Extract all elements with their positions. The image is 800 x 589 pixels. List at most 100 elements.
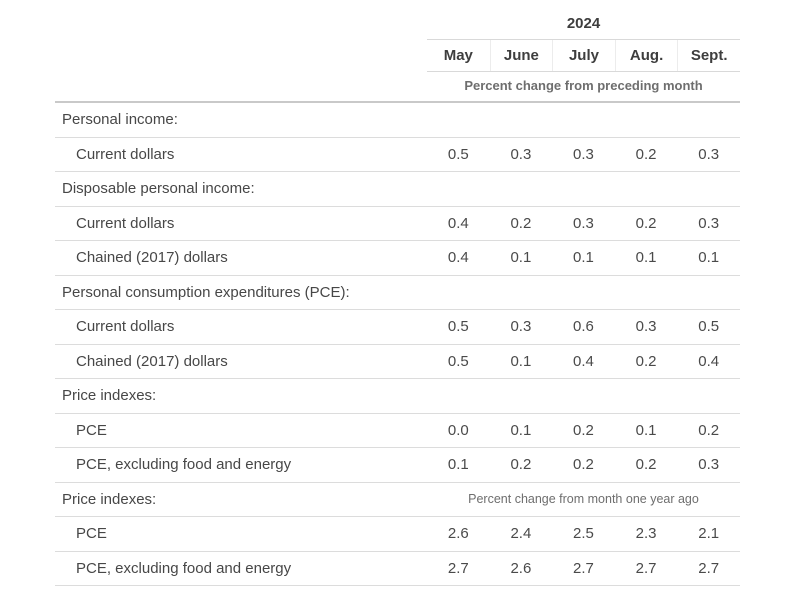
data-cell: 0.1 <box>698 249 720 266</box>
data-cell: 0.2 <box>635 456 657 473</box>
data-cell: 0.1 <box>635 421 657 439</box>
data-cell: 0.5 <box>698 318 720 335</box>
row-label: PCE <box>76 525 107 542</box>
data-cell: 0.1 <box>510 421 532 439</box>
table-row: Chained (2017) dollars 0.5 0.1 0.4 0.2 0.4 <box>55 345 740 379</box>
row-label: Chained (2017) dollars <box>76 249 228 266</box>
data-cell: 0.2 <box>510 456 532 473</box>
row-cells <box>427 379 740 413</box>
table-body: Personal income: Current dollars 0.5 0.3 0.3… <box>55 103 740 586</box>
column-header: July <box>552 40 615 71</box>
column-header: June <box>489 40 553 71</box>
table-row: PCE, excluding food and energy 2.7 2.6 2.7 2… <box>55 552 740 586</box>
data-cell: 2.6 <box>447 525 469 542</box>
data-cell: 0.4 <box>698 352 720 370</box>
units-annotation: Percent change from month one year ago <box>468 491 699 506</box>
row-cells: 2.6 2.4 2.5 2.3 2.1 <box>427 517 740 551</box>
table-row: PCE 2.6 2.4 2.5 2.3 2.1 <box>55 517 740 552</box>
data-cell: 0.4 <box>573 352 594 370</box>
label-column-spacer <box>55 8 427 40</box>
data-cell: 0.6 <box>573 318 594 335</box>
data-cell: 0.5 <box>447 318 469 335</box>
row-cells <box>427 276 740 310</box>
table-row: PCE 0.0 0.1 0.2 0.1 0.2 <box>55 414 740 448</box>
section-header-row: Price indexes: Percent change from month … <box>55 483 740 517</box>
row-cells: 0.5 0.3 0.3 0.2 0.3 <box>427 138 740 172</box>
data-cell: 2.1 <box>698 525 720 542</box>
row-label: PCE, excluding food and energy <box>76 559 292 577</box>
data-cell: 0.2 <box>573 456 594 473</box>
row-label: Current dollars <box>76 145 175 163</box>
section-header-label: Personal consumption expenditures (PCE): <box>62 283 350 301</box>
section-header-row: Price indexes: <box>55 379 740 414</box>
data-cell: 0.2 <box>698 421 720 439</box>
row-label: Current dollars <box>76 318 175 335</box>
data-cell: 0.2 <box>635 145 657 163</box>
section-header-row: Personal consumption expenditures (PCE): <box>55 276 740 310</box>
data-cell: 0.2 <box>573 421 594 439</box>
data-cell: 2.6 <box>510 559 532 577</box>
section-header-row: Disposable personal income: <box>55 172 740 207</box>
section-header-label: Disposable personal income: <box>62 180 255 197</box>
data-cell: 0.2 <box>510 214 532 232</box>
data-cell: 2.3 <box>635 525 657 542</box>
units-band-label: Percent change from preceding month <box>464 78 703 93</box>
row-cells: 0.5 0.3 0.6 0.3 0.5 <box>427 310 740 344</box>
table-row: PCE, excluding food and energy 0.1 0.2 0.2 0… <box>55 448 740 483</box>
month-header-row: May June July Aug. Sept. <box>55 40 740 72</box>
data-cell: 0.1 <box>510 352 532 370</box>
data-cell: 0.1 <box>573 249 594 266</box>
data-cell: 0.5 <box>447 352 469 370</box>
row-cells: 0.1 0.2 0.2 0.2 0.3 <box>427 448 740 482</box>
data-cell: 0.2 <box>635 352 657 370</box>
section-header-row: Personal income: <box>55 103 740 138</box>
table-row: Chained (2017) dollars 0.4 0.1 0.1 0.1 0.1 <box>55 241 740 276</box>
data-cell: 2.7 <box>573 559 594 577</box>
row-cells: 0.5 0.1 0.4 0.2 0.4 <box>427 345 740 379</box>
row-cells: 0.4 0.1 0.1 0.1 0.1 <box>427 241 740 275</box>
data-table: 2024 May June July Aug. Sept. Percent change… <box>55 8 740 586</box>
data-cell: 0.4 <box>447 214 469 232</box>
data-cell: 0.3 <box>510 145 532 163</box>
data-cell: 2.5 <box>573 525 594 542</box>
data-cell: 0.3 <box>698 214 720 232</box>
column-header: Aug. <box>614 40 678 71</box>
data-cell: 0.0 <box>447 421 469 439</box>
units-band-row: Percent change from preceding month <box>55 72 740 103</box>
row-label: PCE, excluding food and energy <box>76 456 292 473</box>
data-cell: 0.3 <box>573 214 594 232</box>
data-cell: 0.3 <box>698 456 720 473</box>
table-row: Current dollars 0.4 0.2 0.3 0.2 0.3 <box>55 207 740 241</box>
label-column-spacer <box>55 72 427 101</box>
data-cell: 2.4 <box>510 525 532 542</box>
data-cell: 0.2 <box>635 214 657 232</box>
year-header-row: 2024 <box>55 8 740 40</box>
data-cell: 0.4 <box>447 249 469 266</box>
data-cell: 0.5 <box>447 145 469 163</box>
table-row: Current dollars 0.5 0.3 0.6 0.3 0.5 <box>55 310 740 345</box>
column-header: May <box>443 47 473 64</box>
section-header-label: Personal income: <box>62 111 178 128</box>
data-cell: 0.3 <box>635 318 657 335</box>
data-cell: 0.3 <box>698 145 720 163</box>
column-header: Sept. <box>677 40 740 71</box>
row-cells <box>427 103 740 137</box>
data-cell: 2.7 <box>447 559 469 577</box>
data-cell: 2.7 <box>635 559 657 577</box>
row-cells: 2.7 2.6 2.7 2.7 2.7 <box>427 552 740 586</box>
table-row: Current dollars 0.5 0.3 0.3 0.2 0.3 <box>55 138 740 172</box>
row-cells <box>427 172 740 206</box>
row-cells: 0.0 0.1 0.2 0.1 0.2 <box>427 414 740 448</box>
data-cell: 0.3 <box>573 145 594 163</box>
data-cell: 2.7 <box>698 559 720 577</box>
data-cell: 0.1 <box>510 249 532 266</box>
section-header-label: Price indexes: <box>62 490 157 508</box>
data-cell: 0.1 <box>635 249 657 266</box>
row-cells: 0.4 0.2 0.3 0.2 0.3 <box>427 207 740 241</box>
data-cell: 0.1 <box>447 456 469 473</box>
data-cell: 0.3 <box>510 318 532 335</box>
row-label: Current dollars <box>76 214 175 232</box>
row-label: PCE <box>76 421 107 439</box>
month-headers: May June July Aug. Sept. <box>427 40 740 72</box>
row-label: Chained (2017) dollars <box>76 352 228 370</box>
